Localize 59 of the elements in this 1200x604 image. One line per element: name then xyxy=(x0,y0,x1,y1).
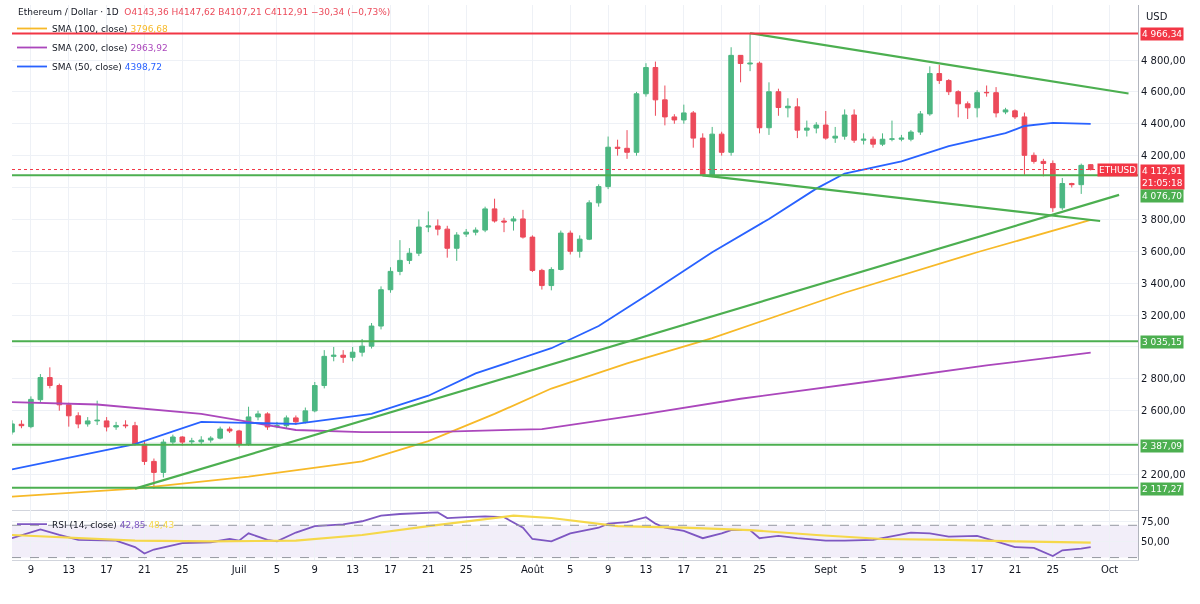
x-tick-label: 17 xyxy=(384,564,397,575)
x-tick-label: 5 xyxy=(567,564,574,575)
x-tick-label: Oct xyxy=(1100,564,1119,575)
x-tick-label: 9 xyxy=(604,564,612,575)
x-tick-label: 17 xyxy=(100,564,113,575)
y-tick-label: 3 800,00 xyxy=(1141,213,1186,225)
y-tick-label: 50,00 xyxy=(1141,535,1170,547)
x-tick-label: Sept xyxy=(814,564,838,575)
y-tick-label: 4 600,00 xyxy=(1141,86,1186,98)
y-tick-label: 4 400,00 xyxy=(1141,118,1186,130)
x-tick-label: 9 xyxy=(27,564,35,575)
annotation: 3796,68 xyxy=(130,24,168,35)
ref-line-label: 2 117,27 xyxy=(1142,484,1183,494)
x-tick-label: Août xyxy=(520,564,545,575)
annotation: ETHUSD xyxy=(1099,165,1137,175)
x-tick-label: Juil xyxy=(230,564,247,575)
y-axis-title: USD xyxy=(1146,11,1168,22)
y-tick-label: 3 400,00 xyxy=(1141,277,1186,289)
x-tick-label: 9 xyxy=(311,564,318,575)
annotation: 2963,92 xyxy=(130,43,168,54)
y-tick-label: 3 200,00 xyxy=(1141,309,1186,321)
x-tick-label: 13 xyxy=(932,564,946,575)
chart-title: Ethereum / Dollar · 1D xyxy=(18,7,119,17)
legend-label: RSI (14, close) xyxy=(52,519,117,530)
x-tick-label: 25 xyxy=(1046,564,1060,575)
y-tick-label: 2 600,00 xyxy=(1141,405,1186,417)
y-tick-label: 3 600,00 xyxy=(1141,245,1186,257)
legend-label: SMA (100, close) xyxy=(52,24,128,35)
ref-line-label: 4 076,70 xyxy=(1142,191,1183,201)
x-tick-label: 5 xyxy=(273,564,281,575)
legend-label: SMA (200, close) xyxy=(52,43,128,54)
x-tick-label: 17 xyxy=(677,564,691,575)
legend-label: SMA (50, close) xyxy=(52,62,122,73)
y-tick-label: 4 200,00 xyxy=(1141,150,1186,162)
y-tick-label: 2 200,00 xyxy=(1141,468,1186,480)
ref-line-label: 2 387,09 xyxy=(1142,441,1183,451)
x-tick-label: 13 xyxy=(346,564,360,575)
ref-line-label: 4 112,91 21:05:18 xyxy=(1142,166,1183,188)
x-tick-label: 13 xyxy=(639,564,653,575)
x-tick-label: 21 xyxy=(715,564,729,575)
y-tick-label: 2 800,00 xyxy=(1141,373,1186,385)
x-tick-label: 25 xyxy=(175,564,189,575)
ref-line-label: 3 035,15 xyxy=(1142,337,1183,347)
y-tick-label: 75,00 xyxy=(1141,515,1170,527)
x-tick-label: 25 xyxy=(459,564,473,575)
annotation: 48,43 xyxy=(148,519,175,530)
x-tick-label: 21 xyxy=(138,564,151,575)
x-tick-label: 21 xyxy=(421,564,435,575)
x-tick-label: 9 xyxy=(898,564,905,575)
x-tick-label: 13 xyxy=(62,564,76,575)
x-tick-label: 5 xyxy=(860,564,867,575)
annotation: 42,85 xyxy=(119,519,146,530)
ref-line-label: 4 966,34 xyxy=(1142,29,1183,39)
chart-subtitle: O4143,36 H4147,62 B4107,21 C4112,91 −30,34 (−0,73%) xyxy=(124,7,391,17)
y-tick-label: 4 800,00 xyxy=(1141,54,1186,66)
x-tick-label: 21 xyxy=(1008,564,1022,575)
x-tick-label: 25 xyxy=(753,564,766,575)
x-tick-label: 17 xyxy=(970,564,984,575)
annotation: 4398,72 xyxy=(124,62,162,73)
